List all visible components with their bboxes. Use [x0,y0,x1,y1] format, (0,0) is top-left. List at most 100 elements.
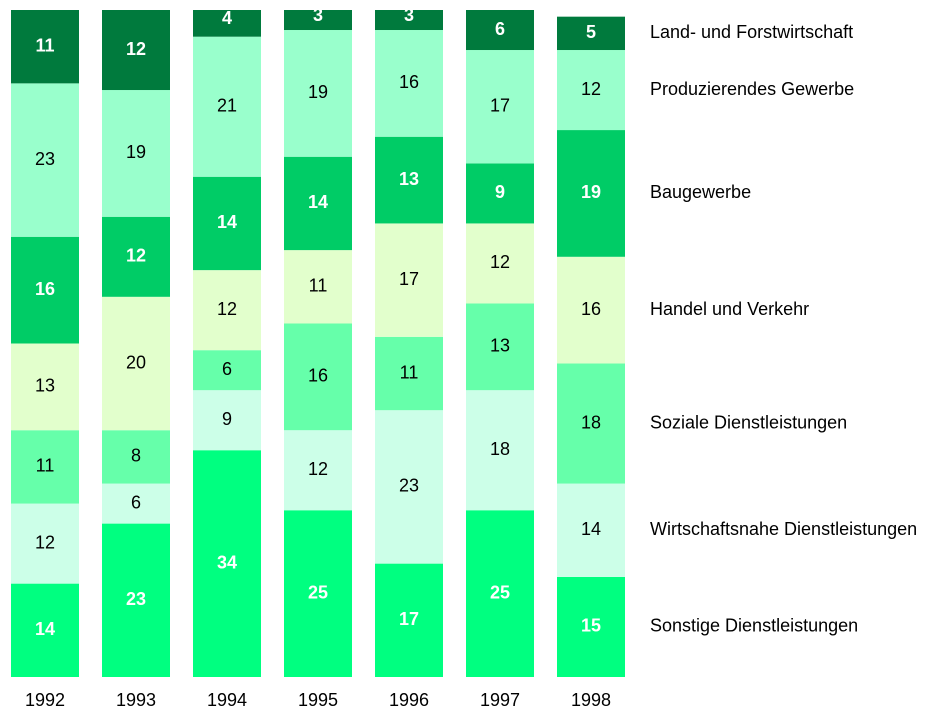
legend-label: Land- und Forstwirtschaft [650,22,853,42]
data-label: 9 [495,182,505,202]
data-label: 6 [222,359,232,379]
data-label: 11 [36,456,55,476]
legend-label: Produzierendes Gewerbe [650,79,854,99]
data-label: 13 [490,336,510,356]
data-label: 13 [399,169,419,189]
data-label: 12 [581,79,601,99]
data-label: 17 [399,269,419,289]
bar-segment [466,10,534,51]
bar-segment [11,503,79,584]
data-label: 11 [309,276,328,296]
data-label: 14 [35,619,55,639]
bar-segment [11,236,79,344]
x-tick-label: 1994 [207,690,247,710]
data-label: 17 [490,95,510,115]
data-label: 19 [126,142,146,162]
bar-segment [557,130,625,257]
data-label: 3 [404,5,414,25]
bar-segment [11,583,79,677]
bar-segment [193,270,261,351]
bar-segment [557,50,625,131]
bar-segment [284,510,352,677]
bar-segment [375,563,443,677]
bar-segment [102,216,170,297]
data-label: 17 [399,609,419,629]
bar-segment [193,10,261,37]
bar-segment [11,430,79,504]
bar-segment [284,323,352,431]
bar-segment [102,523,170,677]
data-label: 19 [308,82,328,102]
x-tick-label: 1995 [298,690,338,710]
legend-label: Soziale Dienstleistungen [650,412,847,432]
data-label: 8 [131,446,141,466]
bar-segment [375,223,443,337]
data-label: 20 [126,352,146,372]
bar-segment [284,250,352,324]
data-label: 12 [126,246,146,266]
bar-segment [284,10,352,31]
x-tick-label: 1996 [389,690,429,710]
data-label: 25 [490,582,510,602]
legend-label: Sonstige Dienstleistungen [650,616,858,636]
data-label: 18 [490,439,510,459]
bar-segment [193,450,261,677]
data-label: 12 [35,532,55,552]
bar-segment [102,90,170,217]
bar-segment [102,296,170,431]
bar-segment [466,390,534,511]
data-label: 12 [490,252,510,272]
bar-segment [193,350,261,391]
bar-segment [102,483,170,524]
data-label: 14 [581,519,601,539]
data-label: 12 [126,39,146,59]
data-label: 18 [581,412,601,432]
bar-segment [375,136,443,224]
bar-segment [375,410,443,564]
data-label: 14 [217,212,237,232]
bar-segment [375,336,443,411]
bar-segment [466,510,534,677]
bar-segment [466,50,534,164]
data-label: 5 [586,22,596,42]
legend-label: Handel und Verkehr [650,299,809,319]
data-label: 16 [399,72,419,92]
data-label: 16 [308,366,328,386]
bar-segment [193,36,261,177]
x-tick-label: 1992 [25,690,65,710]
bar-segment [557,256,625,364]
bar-segment [466,163,534,224]
bar-segment [284,156,352,251]
bar-segment [375,10,443,31]
x-tick-label: 1998 [571,690,611,710]
data-label: 16 [35,279,55,299]
data-label: 14 [308,192,328,212]
bar-segment [466,303,534,391]
data-label: 6 [131,492,141,512]
legend-label: Wirtschaftsnahe Dienstleistungen [650,519,917,539]
bar-segment [11,83,79,237]
bar-segment [193,390,261,451]
data-label: 16 [581,299,601,319]
data-label: 11 [35,35,54,55]
data-label: 9 [222,409,232,429]
data-label: 23 [399,476,419,496]
data-label: 12 [308,459,328,479]
data-label: 11 [400,362,419,382]
data-label: 6 [495,19,505,39]
data-label: 13 [35,376,55,396]
data-label: 21 [217,95,237,115]
legend-label: Baugewerbe [650,182,751,202]
bar-segment [11,10,79,84]
data-label: 23 [126,589,146,609]
data-label: 3 [313,5,323,25]
bar-segment [102,10,170,91]
bar-segment [557,363,625,484]
data-label: 23 [35,149,55,169]
bar-segment [375,30,443,137]
data-label: 19 [581,182,601,202]
bar-segment [193,176,261,271]
x-tick-label: 1997 [480,690,520,710]
bar-segment [557,576,625,677]
